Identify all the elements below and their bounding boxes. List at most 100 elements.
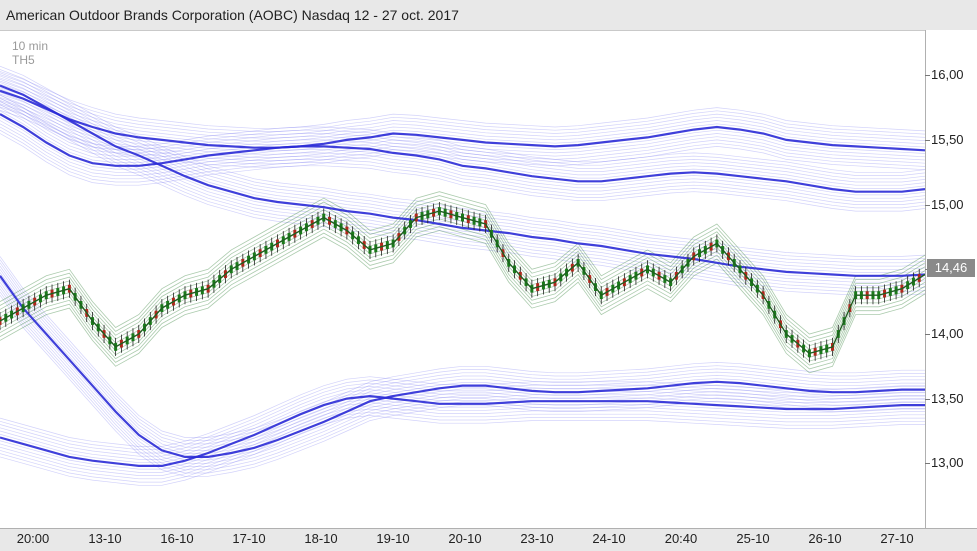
band-envelope-line bbox=[0, 97, 925, 176]
band-envelope-line bbox=[0, 129, 925, 209]
interval-timeframe: 10 min bbox=[12, 39, 49, 53]
chart-title: American Outdoor Brands Corporation (AOB… bbox=[6, 7, 459, 23]
price-envelope-line bbox=[0, 198, 925, 343]
x-tick-label: 25-10 bbox=[736, 531, 770, 546]
band-envelope-line bbox=[0, 265, 925, 448]
price-chart-plot[interactable] bbox=[0, 30, 925, 528]
price-line bbox=[0, 210, 925, 355]
band-envelope-line bbox=[0, 87, 925, 148]
y-tick-label: 15,00 bbox=[931, 196, 964, 212]
last-price-tag: 14,46 bbox=[927, 259, 975, 277]
band-envelope-line bbox=[0, 386, 925, 457]
band-envelope-line bbox=[0, 382, 925, 454]
band-envelope-line bbox=[0, 94, 925, 286]
y-tick-mark bbox=[925, 463, 930, 465]
band-envelope-line bbox=[0, 74, 925, 135]
band-envelope-line bbox=[0, 100, 925, 161]
price-envelope-line bbox=[0, 226, 925, 370]
band-envelope-line bbox=[0, 294, 925, 477]
band-envelope-line bbox=[0, 94, 925, 173]
band-envelope-line bbox=[0, 100, 925, 180]
y-axis bbox=[925, 30, 977, 528]
band-envelope-line bbox=[0, 104, 925, 183]
band-envelope-line bbox=[0, 71, 925, 132]
y-tick-label: 16,00 bbox=[931, 67, 964, 83]
band-envelope-line bbox=[0, 285, 925, 467]
band-envelope-line bbox=[0, 98, 925, 290]
band-envelope-line bbox=[0, 269, 925, 451]
band-envelope-line bbox=[0, 110, 925, 189]
x-tick-label: 17-10 bbox=[232, 531, 266, 546]
band-envelope-line bbox=[0, 392, 925, 464]
band-series-line bbox=[0, 394, 925, 467]
band-envelope-line bbox=[0, 106, 925, 167]
interval-indicator: TH5 bbox=[12, 53, 35, 67]
x-tick-label: 27-10 bbox=[880, 531, 914, 546]
chart-title-bar: American Outdoor Brands Corporation (AOB… bbox=[0, 0, 977, 31]
band-envelope-line bbox=[0, 291, 925, 474]
band-envelope-line bbox=[0, 415, 925, 486]
band-series-line bbox=[0, 275, 925, 458]
y-tick-mark bbox=[925, 204, 930, 206]
band-envelope-line bbox=[0, 104, 925, 296]
band-envelope-line bbox=[0, 411, 925, 483]
band-envelope-line bbox=[0, 101, 925, 293]
band-envelope-line bbox=[0, 80, 925, 141]
band-envelope-line bbox=[0, 288, 925, 471]
x-tick-label: 24-10 bbox=[592, 531, 626, 546]
y-tick-mark bbox=[925, 75, 930, 77]
band-envelope-line bbox=[0, 93, 925, 154]
x-tick-label: 16-10 bbox=[160, 531, 194, 546]
x-tick-label: 26-10 bbox=[808, 531, 842, 546]
y-tick-mark bbox=[925, 398, 930, 400]
band-envelope-line bbox=[0, 83, 925, 145]
band-envelope-line bbox=[0, 281, 925, 464]
x-tick-label: 20:40 bbox=[664, 531, 698, 546]
band-envelope-line bbox=[0, 116, 925, 196]
price-envelope-line bbox=[0, 230, 925, 374]
x-tick-label: 13-10 bbox=[88, 531, 122, 546]
band-envelope-line bbox=[0, 126, 925, 205]
band-envelope-line bbox=[0, 402, 925, 473]
price-envelope-line bbox=[0, 195, 925, 339]
band-envelope-line bbox=[0, 272, 925, 454]
price-envelope-line bbox=[0, 191, 925, 335]
band-envelope-line bbox=[0, 123, 925, 202]
x-tick-label: 18-10 bbox=[304, 531, 338, 546]
band-series-line bbox=[0, 89, 925, 152]
band-envelope-line bbox=[0, 408, 925, 480]
x-axis bbox=[0, 528, 977, 551]
y-tick-label: 13,50 bbox=[931, 390, 964, 406]
band-envelope-line bbox=[0, 259, 925, 442]
band-envelope-line bbox=[0, 133, 925, 212]
x-tick-label: 23-10 bbox=[520, 531, 554, 546]
y-tick-mark bbox=[925, 139, 930, 141]
y-tick-label: 14,00 bbox=[931, 325, 964, 341]
band-envelope-line bbox=[0, 389, 925, 460]
band-envelope-line bbox=[0, 278, 925, 461]
band-series-line bbox=[0, 84, 925, 277]
band-envelope-line bbox=[0, 120, 925, 199]
band-envelope-line bbox=[0, 88, 925, 280]
x-tick-label: 19-10 bbox=[376, 531, 410, 546]
band-envelope-line bbox=[0, 405, 925, 476]
band-envelope-line bbox=[0, 398, 925, 470]
band-envelope-line bbox=[0, 65, 925, 257]
band-envelope-line bbox=[0, 91, 925, 283]
band-envelope-line bbox=[0, 379, 925, 451]
band-envelope-line bbox=[0, 96, 925, 158]
band-series-line bbox=[0, 113, 925, 193]
price-envelope-line bbox=[0, 222, 925, 366]
x-tick-label: 20:00 bbox=[16, 531, 50, 546]
x-tick-label: 20-10 bbox=[448, 531, 482, 546]
y-tick-mark bbox=[925, 333, 930, 335]
interval-label: 10 min TH5 bbox=[12, 39, 48, 67]
y-tick-label: 15,50 bbox=[931, 131, 964, 147]
y-tick-label: 13,00 bbox=[931, 455, 964, 471]
band-envelope-line bbox=[0, 107, 925, 186]
band-envelope-line bbox=[0, 109, 925, 171]
band-envelope-line bbox=[0, 103, 925, 164]
band-envelope-line bbox=[0, 262, 925, 445]
band-envelope-line bbox=[0, 77, 925, 138]
band-envelope-line bbox=[0, 256, 925, 438]
